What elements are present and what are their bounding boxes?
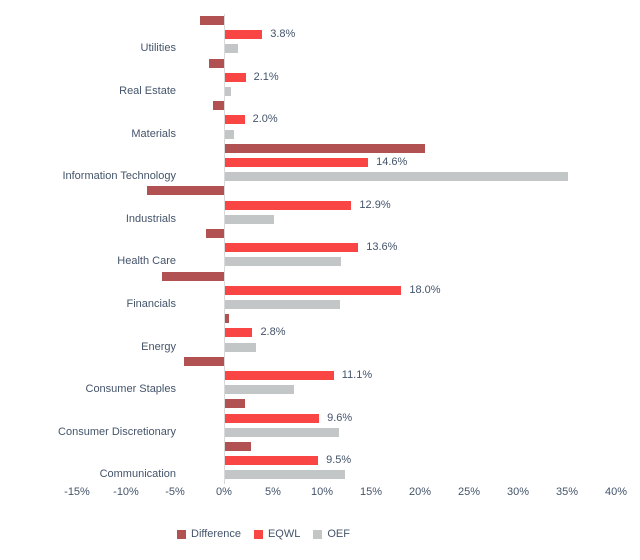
data-label-eqwl-information-technology: 14.6% bbox=[376, 156, 408, 168]
bar-difference-consumer-discretionary bbox=[225, 399, 245, 409]
category-label-utilities: Utilities bbox=[140, 42, 176, 55]
x-tick-label-35: 35% bbox=[555, 486, 579, 498]
data-label-eqwl-communication: 9.5% bbox=[326, 454, 352, 467]
bar-oef-utilities bbox=[225, 44, 238, 54]
bar-difference-financials bbox=[162, 271, 224, 281]
data-label-eqwl-financials: 18.0% bbox=[409, 283, 441, 296]
category-label-health-care: Health Care bbox=[117, 255, 176, 268]
bar-oef-financials bbox=[225, 300, 340, 309]
bar-oef-consumer-staples bbox=[225, 385, 294, 395]
data-label-eqwl-industrials: 12.9% bbox=[359, 198, 391, 211]
bar-difference-energy bbox=[225, 314, 229, 324]
data-label-eqwl-real-estate: 2.1% bbox=[253, 70, 279, 83]
category-label-communication: Communication bbox=[99, 468, 176, 481]
legend-label-difference: Difference bbox=[191, 528, 241, 540]
category-label-information-technology: Information Technology bbox=[62, 170, 176, 183]
legend-swatch-oef bbox=[313, 529, 323, 539]
bar-difference-utilities bbox=[199, 16, 224, 25]
category-label-financials: Financials bbox=[126, 298, 176, 310]
x-tick-label-15: 15% bbox=[359, 486, 383, 498]
bar-eqwl-utilities bbox=[225, 30, 263, 40]
data-label-eqwl-materials: 2.0% bbox=[252, 113, 278, 126]
legend: Difference EQWL OEF bbox=[177, 528, 350, 540]
legend-item-oef: OEF bbox=[313, 528, 350, 540]
zero-axis-line bbox=[223, 14, 225, 484]
bar-oef-materials bbox=[225, 129, 234, 139]
category-label-energy: Energy bbox=[141, 340, 176, 353]
bar-oef-industrials bbox=[225, 214, 274, 224]
data-label-eqwl-utilities: 3.8% bbox=[270, 28, 296, 41]
legend-label-oef: OEF bbox=[327, 528, 350, 540]
legend-swatch-eqwl bbox=[253, 529, 263, 539]
bar-difference-consumer-staples bbox=[183, 356, 224, 366]
x-tick-label-30: 30% bbox=[506, 486, 530, 498]
bar-eqwl-communication bbox=[225, 456, 319, 466]
bar-difference-industrials bbox=[146, 186, 224, 196]
bar-difference-real-estate bbox=[209, 58, 224, 68]
bar-oef-real-estate bbox=[225, 87, 231, 96]
data-label-eqwl-consumer-discretionary: 9.6% bbox=[327, 411, 353, 424]
category-label-industrials: Industrials bbox=[125, 212, 176, 225]
bar-eqwl-materials bbox=[225, 115, 245, 125]
bar-eqwl-health-care bbox=[225, 243, 359, 253]
bar-oef-health-care bbox=[225, 257, 341, 267]
bar-eqwl-information-technology bbox=[225, 158, 369, 167]
bar-eqwl-consumer-discretionary bbox=[225, 413, 320, 423]
category-label-real-estate: Real Estate bbox=[119, 85, 176, 97]
bar-eqwl-energy bbox=[225, 328, 253, 338]
bar-difference-communication bbox=[225, 442, 252, 451]
bar-oef-communication bbox=[225, 470, 345, 480]
bar-difference-information-technology bbox=[225, 143, 425, 153]
legend-label-eqwl: EQWL bbox=[267, 528, 301, 540]
data-label-eqwl-consumer-staples: 11.1% bbox=[341, 369, 373, 381]
x-tick-label-40: 40% bbox=[604, 486, 628, 498]
data-label-eqwl-health-care: 13.6% bbox=[366, 241, 398, 254]
category-label-consumer-staples: Consumer Staples bbox=[85, 383, 177, 396]
bar-oef-information-technology bbox=[225, 172, 568, 182]
x-tick-label-10: 10% bbox=[310, 486, 334, 498]
legend-item-difference: Difference bbox=[177, 528, 241, 540]
x-tick-label--15: -15% bbox=[64, 486, 90, 498]
bar-difference-health-care bbox=[206, 229, 224, 238]
x-tick-label-0: 0% bbox=[216, 486, 232, 498]
bar-eqwl-financials bbox=[225, 285, 402, 295]
category-label-materials: Materials bbox=[131, 127, 176, 140]
x-tick-label--10: -10% bbox=[113, 486, 139, 498]
category-label-consumer-discretionary: Consumer Discretionary bbox=[58, 425, 176, 438]
bar-eqwl-consumer-staples bbox=[225, 371, 334, 380]
bar-eqwl-real-estate bbox=[225, 72, 246, 82]
x-tick-label-20: 20% bbox=[408, 486, 432, 498]
bar-difference-materials bbox=[213, 101, 224, 111]
bar-oef-consumer-discretionary bbox=[225, 427, 339, 437]
legend-item-eqwl: EQWL bbox=[253, 528, 301, 540]
x-tick-label--5: -5% bbox=[165, 486, 185, 498]
data-label-eqwl-energy: 2.8% bbox=[260, 326, 286, 339]
bar-oef-energy bbox=[225, 342, 257, 352]
x-tick-label-5: 5% bbox=[265, 486, 281, 498]
x-tick-label-25: 25% bbox=[457, 486, 481, 498]
bar-eqwl-industrials bbox=[225, 200, 352, 210]
legend-swatch-difference bbox=[177, 529, 186, 539]
